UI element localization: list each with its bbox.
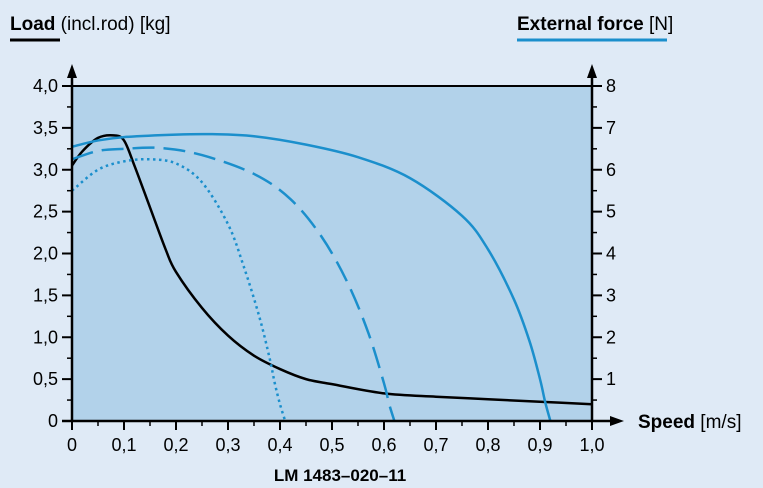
right-axis-title-bold: External force [517,14,644,35]
series-line-1 [70,134,593,406]
x-tick-label: 0,2 [163,435,188,455]
x-axis-title: Speed [m/s] [638,412,741,433]
right-tick-label: 3 [606,285,616,305]
x-axis-arrow [610,416,624,426]
x-tick-label: 0,3 [215,435,240,455]
right-axis-title: External force [N] [517,14,673,35]
left-tick-label: 2,0 [33,244,58,264]
series-line-2 [71,132,552,422]
right-tick-label: 8 [606,76,616,96]
series-line-3 [71,146,396,422]
left-tick-label: 1,0 [33,327,58,347]
left-tick-label: 2,5 [33,202,58,222]
left-tick-label: 1,5 [33,285,58,305]
right-axis-arrow [587,64,597,78]
x-tick-label: 1,0 [579,435,604,455]
x-tick-label: 0,9 [527,435,552,455]
left-axis-arrow [67,64,77,78]
left-tick-label: 4,0 [33,76,58,96]
x-axis-title-rest: [m/s] [695,412,741,433]
right-axis-title-rest: [N] [644,14,674,35]
left-axis-title-rest: (incl.rod) [kg] [55,14,170,35]
right-tick-label: 7 [606,118,616,138]
axes [62,64,624,426]
left-axis-title: Load (incl.rod) [kg] [10,14,170,35]
left-axis-title-bold: Load [10,14,55,35]
left-tick-label: 0 [48,411,58,431]
x-tick-label: 0,8 [475,435,500,455]
ticks [62,85,602,430]
x-tick-label: 0,1 [111,435,136,455]
tick-labels: 0 0,5 1,0 1,5 2,0 2,5 3,0 3,5 4,0 1 2 3 4 5 6 7 8 0 0,1 0,2… [33,76,616,455]
right-tick-label: 4 [606,244,616,264]
left-tick-label: 3,0 [33,160,58,180]
right-tick-label: 1 [606,369,616,389]
left-tick-label: 0,5 [33,369,58,389]
x-tick-label: 0,4 [267,435,292,455]
chart-caption: LM 1483–020–11 [274,466,406,485]
x-tick-label: 0 [67,435,77,455]
x-tick-label: 0,5 [319,435,344,455]
x-axis-title-bold: Speed [638,412,695,433]
right-tick-label: 5 [606,202,616,222]
right-tick-label: 6 [606,160,616,180]
x-tick-label: 0,7 [423,435,448,455]
right-tick-label: 2 [606,327,616,347]
series-lines [70,132,593,422]
series-line-4 [71,157,287,422]
left-tick-label: 3,5 [33,118,58,138]
x-tick-label: 0,6 [371,435,396,455]
